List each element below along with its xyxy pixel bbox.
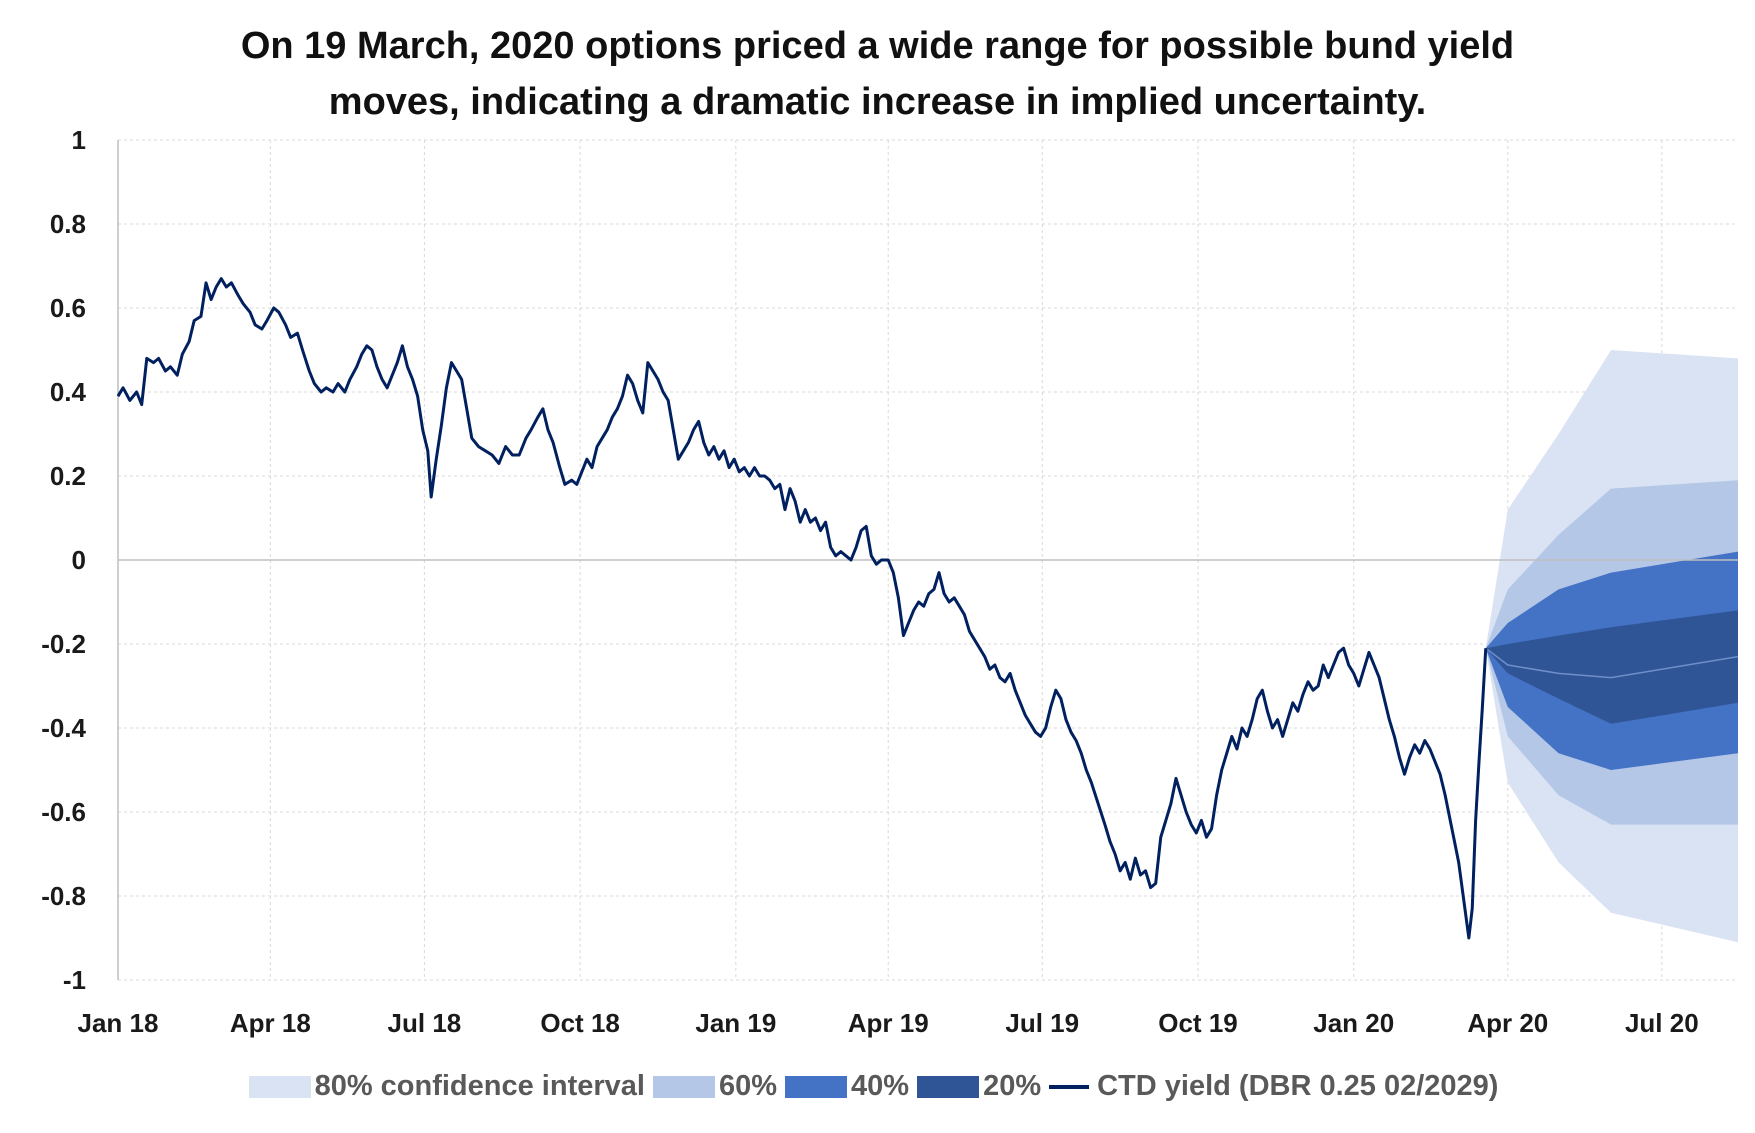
y-tick-label: 0.4 — [50, 377, 87, 407]
x-tick-label: Jul 19 — [1005, 1008, 1079, 1038]
y-axis-ticks: 1 0.8 0.6 0.4 0.2 0 -0.2 -0.4 -0.6 -0.8 -1 — [41, 125, 86, 995]
x-tick-label: Jan 20 — [1313, 1008, 1394, 1038]
y-tick-label: 0.8 — [50, 209, 86, 239]
x-tick-label: Apr 19 — [848, 1008, 929, 1038]
legend-item: 80% confidence interval — [248, 1070, 645, 1103]
chart-title-line1: On 19 March, 2020 options priced a wide … — [240, 25, 1515, 67]
legend-color-swatch — [917, 1075, 980, 1098]
legend-line-swatch — [1049, 1084, 1090, 1089]
y-tick-label: 0.2 — [50, 461, 86, 491]
x-tick-label: Apr 20 — [1467, 1008, 1548, 1038]
fan-chart-bands — [1485, 350, 1739, 943]
x-tick-label: Jul 18 — [388, 1008, 462, 1038]
chart-title-line2: moves, indicating a dramatic increase in… — [328, 81, 1427, 123]
x-tick-label: Jan 18 — [78, 1008, 159, 1038]
series-layer — [116, 277, 1488, 940]
legend-item: 60% — [652, 1070, 778, 1103]
legend-label: 80% confidence interval — [314, 1070, 645, 1102]
y-tick-label: 0 — [72, 545, 86, 575]
y-tick-label: -1 — [63, 965, 86, 995]
legend-label: 20% — [983, 1070, 1042, 1102]
legend-color-swatch — [652, 1075, 715, 1098]
fan-band — [1485, 610, 1738, 724]
y-tick-label: -0.2 — [41, 629, 86, 659]
legend: 80% confidence interval 60% 40% 20% CTD yiel… — [0, 1070, 1755, 1103]
legend-label: CTD yield (DBR 0.25 02/2029) — [1097, 1070, 1499, 1102]
y-tick-label: -0.8 — [41, 881, 86, 911]
fan-median-line — [1485, 647, 1739, 679]
x-tick-label: Jan 19 — [695, 1008, 776, 1038]
y-tick-label: -0.6 — [41, 797, 86, 827]
legend-item: 20% — [917, 1070, 1041, 1103]
legend-color-swatch — [248, 1075, 311, 1098]
y-tick-label: 0.6 — [50, 293, 86, 323]
y-tick-label: -0.4 — [41, 713, 86, 743]
y-tick-label: 1 — [72, 125, 86, 155]
x-axis-ticks: Jan 18 Apr 18 Jul 18 Oct 18 Jan 19 Apr 19 Jul … — [78, 1008, 1699, 1038]
x-tick-label: Jul 20 — [1625, 1008, 1699, 1038]
x-tick-label: Apr 18 — [230, 1008, 311, 1038]
x-tick-label: Oct 19 — [1158, 1008, 1238, 1038]
ctd-yield-line — [116, 277, 1488, 940]
legend-item: CTD yield (DBR 0.25 02/2029) — [1049, 1070, 1498, 1103]
chart-canvas: 1 0.8 0.6 0.4 0.2 0 -0.2 -0.4 -0.6 -0.8 -1 Jan 18 A… — [41, 125, 1739, 1038]
legend-label: 40% — [851, 1070, 910, 1102]
legend-label: 60% — [718, 1070, 778, 1102]
legend-item: 40% — [785, 1070, 909, 1103]
chart-title: On 19 March, 2020 options priced a wide … — [0, 18, 1755, 130]
legend-color-swatch — [785, 1075, 848, 1098]
axes — [117, 140, 1738, 980]
x-tick-label: Oct 18 — [540, 1008, 620, 1038]
